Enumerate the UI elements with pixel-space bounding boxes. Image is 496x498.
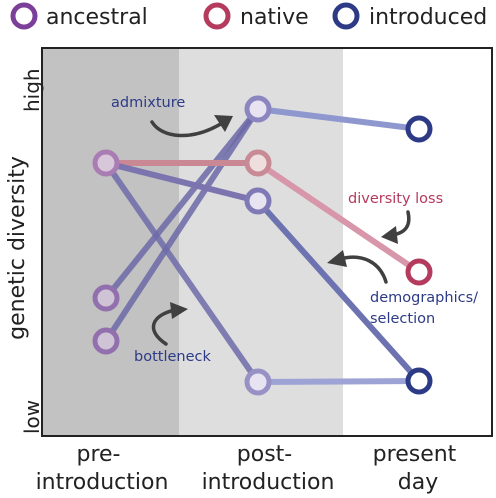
legend-native-label: native [240,5,309,30]
native-node-present [405,258,433,286]
introduced-low-line [255,378,422,385]
demographics-label: demographics/ selection [370,290,483,327]
x-category-present-line-1: present [373,442,457,467]
bottleneck-arrow-icon [151,302,188,346]
ancestral-node-low [92,327,120,355]
x-category-post-line-2: introduction [202,470,335,495]
x-category-pre-line-2: introduction [36,470,169,495]
diversity-loss-label: diversity loss [348,191,443,207]
admixture-arrow-icon [150,115,233,138]
legend-ancestral-label: ancestral [46,5,148,30]
nodes [92,95,433,396]
trajectory-lines [103,106,422,385]
ancestral-node-high [92,149,120,177]
post-node-mid [244,187,272,215]
y-tick-low: low [20,400,44,434]
ancestral-node-mid [92,284,120,312]
post-node-low [244,368,272,396]
native-node-post [244,149,272,177]
admixture-line-1 [103,106,261,301]
legend: ancestral native introduced [10,2,487,30]
pre-introduction-zone [42,48,179,436]
y-axis-label: genetic diversity [5,156,30,340]
demographics-arrow-icon [327,250,388,284]
post-node-high [244,95,272,123]
legend-introduced-label: introduced [369,5,487,30]
introduced-swatch-icon [332,2,360,30]
y-tick-high: high [20,68,44,112]
introduced-high-line [255,106,422,132]
bottleneck-label: bottleneck [134,349,211,365]
legend-introduced: introduced [332,2,487,30]
x-category-pre: pre- introduction [36,442,169,495]
native-line-post [255,160,422,275]
x-category-present: present day [373,442,464,495]
admixture-label: admixture [111,95,185,111]
admixture-line-2 [103,106,261,344]
demographics-label-line-2: selection [370,311,435,327]
plot-frame [41,47,493,437]
x-category-pre-line-1: pre- [77,442,121,467]
x-category-post-line-1: post- [237,442,292,467]
native-swatch-icon [203,2,231,30]
legend-native: native [203,2,309,30]
ancestral-swatch-icon [10,2,38,30]
selection-line-pre [103,160,261,204]
diversity-loss-arrow-icon [381,210,411,244]
bottleneck-line [103,160,261,385]
selection-line-post [255,198,422,384]
introduced-node-high [405,115,433,143]
x-category-present-line-2: day [398,470,438,495]
annotation-arrows [150,115,411,346]
x-category-post: post- introduction [202,442,335,495]
legend-ancestral: ancestral [10,2,148,30]
introduced-node-low [405,367,433,395]
demographics-label-line-1: demographics/ [370,290,478,306]
